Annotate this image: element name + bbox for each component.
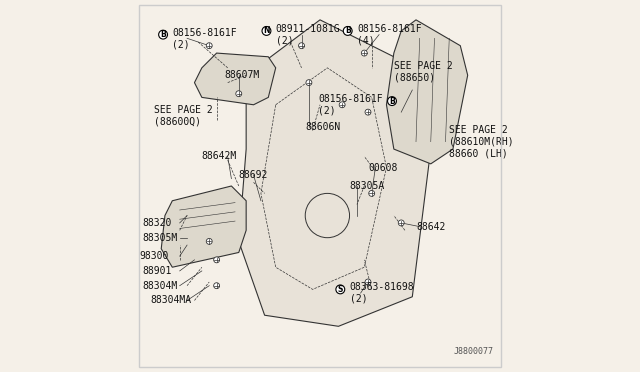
- Text: 88606N: 88606N: [305, 122, 340, 132]
- Circle shape: [306, 80, 312, 86]
- Text: 88642: 88642: [416, 222, 445, 232]
- Circle shape: [343, 26, 352, 35]
- Circle shape: [299, 43, 305, 49]
- Polygon shape: [239, 20, 431, 326]
- Circle shape: [362, 50, 367, 56]
- Text: B: B: [345, 26, 351, 35]
- Polygon shape: [387, 20, 468, 164]
- Text: 88607M: 88607M: [224, 70, 259, 80]
- Text: B: B: [389, 97, 395, 106]
- Circle shape: [236, 91, 242, 97]
- Circle shape: [398, 220, 404, 226]
- Circle shape: [206, 43, 212, 49]
- Text: 08911-1081G
(2): 08911-1081G (2): [276, 24, 340, 45]
- Text: 88305A: 88305A: [349, 181, 385, 191]
- Text: 88901: 88901: [143, 266, 172, 276]
- Circle shape: [336, 285, 345, 294]
- Text: SEE PAGE 2
(88610M(RH)
88660 (LH): SEE PAGE 2 (88610M(RH) 88660 (LH): [449, 125, 514, 158]
- Text: SEE PAGE 2
(88650): SEE PAGE 2 (88650): [394, 61, 452, 82]
- Circle shape: [214, 257, 220, 263]
- Text: 88320: 88320: [143, 218, 172, 228]
- Circle shape: [159, 30, 168, 39]
- Text: SEE PAGE 2
(88600Q): SEE PAGE 2 (88600Q): [154, 105, 212, 126]
- Polygon shape: [195, 53, 276, 105]
- Text: S: S: [338, 285, 343, 294]
- Text: N: N: [263, 26, 269, 35]
- Text: 88304M: 88304M: [143, 281, 178, 291]
- Circle shape: [339, 102, 345, 108]
- Text: 08156-8161F
(2): 08156-8161F (2): [172, 28, 237, 49]
- Text: 08363-81698
(2): 08363-81698 (2): [349, 282, 414, 304]
- Circle shape: [365, 109, 371, 115]
- Text: 88305M: 88305M: [143, 233, 178, 243]
- Text: 98300: 98300: [139, 251, 168, 261]
- Text: 08156-8161F
(4): 08156-8161F (4): [357, 24, 422, 45]
- Text: 88692: 88692: [239, 170, 268, 180]
- Text: 88304MA: 88304MA: [150, 295, 191, 305]
- Circle shape: [365, 279, 371, 285]
- Circle shape: [206, 238, 212, 244]
- Circle shape: [369, 190, 374, 196]
- Text: B: B: [160, 30, 166, 39]
- Text: 08156-8161F
(2): 08156-8161F (2): [318, 94, 383, 116]
- Circle shape: [262, 26, 271, 35]
- Polygon shape: [161, 186, 246, 267]
- Text: 88642M: 88642M: [202, 151, 237, 161]
- Circle shape: [214, 283, 220, 289]
- Circle shape: [388, 97, 396, 106]
- Text: 00608: 00608: [368, 163, 397, 173]
- Text: J8800077: J8800077: [454, 347, 493, 356]
